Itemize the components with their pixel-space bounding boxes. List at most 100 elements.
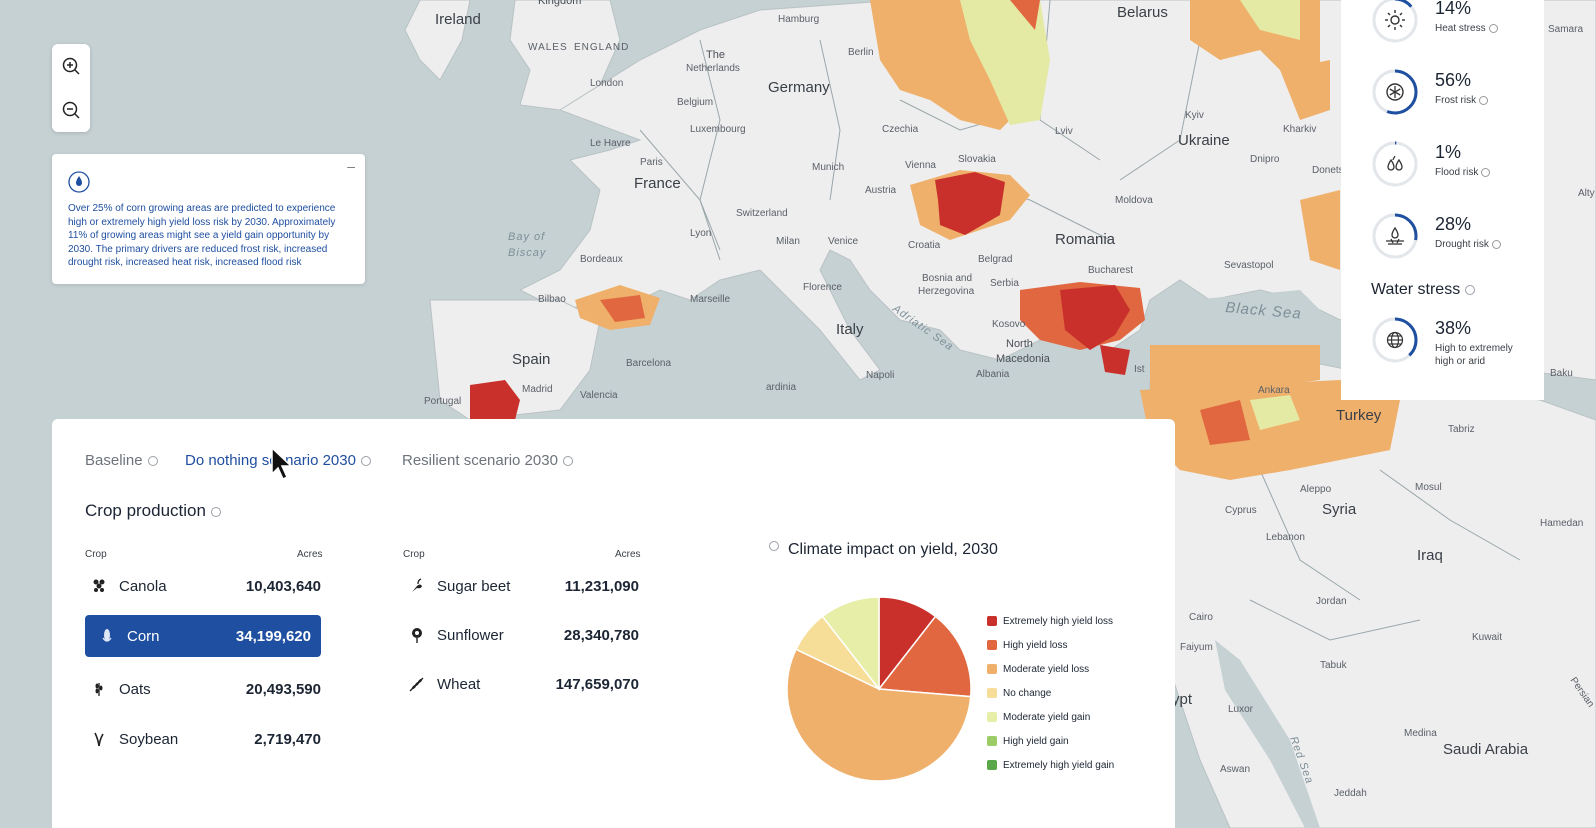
minimize-button[interactable]: – [347,158,355,174]
svg-text:ardinia: ardinia [766,382,796,393]
svg-text:Netherlands: Netherlands [686,63,740,74]
legend-label: Moderate yield loss [1003,663,1090,675]
crop-row-wheat[interactable]: Wheat 147,659,070 [403,663,639,705]
yield-impact-pie-chart [786,596,972,782]
svg-text:Bosnia and: Bosnia and [922,273,972,284]
water-drop-icon [68,171,90,198]
svg-text:Lyon: Lyon [690,228,711,239]
crop-row-oats[interactable]: Oats 20,493,590 [85,668,321,710]
svg-text:Belarus: Belarus [1117,4,1168,21]
pie-slice-moderate-yield-loss[interactable] [786,648,972,782]
svg-text:Berlin: Berlin [848,47,874,58]
help-icon[interactable] [210,506,221,517]
svg-text:Hamedan: Hamedan [1540,518,1583,529]
tab-baseline[interactable]: Baseline [85,452,158,469]
svg-text:Belgrad: Belgrad [978,254,1012,265]
help-icon[interactable] [769,541,779,551]
pie-slice-high-yield-loss[interactable] [877,615,972,698]
risk-heat-stress: 14% Heat stress [1371,0,1541,46]
help-icon[interactable] [562,456,573,467]
help-icon[interactable] [1491,239,1501,249]
help-icon[interactable] [1488,23,1498,33]
svg-text:Valencia: Valencia [580,390,618,401]
svg-text:Milan: Milan [776,236,800,247]
svg-text:Syria: Syria [1322,501,1357,518]
legend-label: No change [1003,687,1052,699]
legend-swatch [987,736,997,746]
svg-text:Cyprus: Cyprus [1225,505,1257,516]
svg-text:Kingdom: Kingdom [538,0,581,7]
svg-text:Bilbao: Bilbao [538,294,566,305]
svg-text:Florence: Florence [803,282,842,293]
legend-label: Moderate yield gain [1003,711,1091,723]
svg-text:Bay of: Bay of [508,231,545,243]
tab-do-nothing-2030[interactable]: Do nothing scenario 2030 [185,452,371,469]
svg-text:Aleppo: Aleppo [1300,484,1332,495]
svg-text:Faiyum: Faiyum [1180,642,1213,653]
svg-text:Kharkiv: Kharkiv [1283,124,1316,135]
legend-swatch [987,616,997,626]
svg-text:Czechia: Czechia [882,124,919,135]
oats-icon [85,681,113,697]
help-icon[interactable] [1481,167,1491,177]
crop-acres: 147,659,070 [555,675,639,693]
svg-text:Le Havre: Le Havre [590,138,631,149]
legend-label: High yield loss [1003,639,1068,651]
help-icon[interactable] [1465,284,1476,295]
crop-row-sunflower[interactable]: Sunflower 28,340,780 [403,614,639,656]
svg-text:Hamburg: Hamburg [778,14,819,25]
legend-swatch [987,712,997,722]
svg-text:Luxor: Luxor [1228,704,1254,715]
svg-text:Lebanon: Lebanon [1266,532,1305,543]
tab-resilient-2030[interactable]: Resilient scenario 2030 [402,452,573,469]
legend-swatch [987,760,997,770]
help-icon[interactable] [1479,95,1489,105]
insight-card: – Over 25% of corn growing areas are pre… [52,154,365,284]
svg-text:Jeddah: Jeddah [1334,788,1367,799]
svg-text:Sevastopol: Sevastopol [1224,260,1273,271]
legend-item: High yield gain [987,729,1114,753]
legend-label: High yield gain [1003,735,1069,747]
help-icon[interactable] [147,456,158,467]
help-icon[interactable] [360,456,371,467]
svg-text:ypt: ypt [1172,691,1193,708]
canola-icon [85,578,113,594]
risk-panel: 14% Heat stress 56% Frost risk 1% Flood … [1341,0,1544,400]
pie-slice-moderate-yield-gain[interactable] [821,596,880,692]
svg-text:Bucharest: Bucharest [1088,265,1133,276]
crop-row-canola[interactable]: Canola 10,403,640 [85,565,321,607]
legend-label: Extremely high yield loss [1003,615,1114,627]
zoom-in-button[interactable] [52,44,90,88]
crop-acres: 11,231,090 [564,577,639,595]
crop-row-corn[interactable]: Corn 34,199,620 [85,615,321,657]
svg-text:Italy: Italy [836,321,864,338]
svg-text:Black Sea: Black Sea [1225,299,1303,323]
wheat-icon [403,676,431,692]
svg-text:Romania: Romania [1055,231,1116,248]
svg-text:Munich: Munich [812,162,844,173]
crop-row-soybean[interactable]: Soybean 2,719,470 [85,718,321,760]
column-crop: Crop [85,549,107,560]
svg-text:Serbia: Serbia [990,278,1019,289]
svg-text:Medina: Medina [1404,728,1437,739]
svg-text:Jordan: Jordan [1316,596,1347,607]
zoom-out-button[interactable] [52,88,90,132]
crop-production-title: Crop production [85,501,206,520]
crop-row-sugar-beet[interactable]: Sugar beet 11,231,090 [403,565,639,607]
flood-icon [1387,155,1403,171]
svg-text:Saudi Arabia: Saudi Arabia [1443,741,1529,758]
svg-text:Ankara: Ankara [1258,385,1290,396]
tab-resilient-label: Resilient scenario 2030 [402,452,558,469]
frost-risk-value: 56% [1435,70,1472,90]
flood-risk-value: 1% [1435,142,1462,162]
risk-water-stress: 38% High to extremely high or arid [1371,316,1541,367]
tab-baseline-label: Baseline [85,452,143,469]
svg-text:Madrid: Madrid [522,384,553,395]
svg-text:Lviv: Lviv [1055,126,1073,137]
svg-text:Albania: Albania [976,369,1010,380]
crop-name: Canola [119,577,167,595]
svg-text:Paris: Paris [640,157,663,168]
svg-text:Bordeaux: Bordeaux [580,254,623,265]
risk-flood: 1% Flood risk [1371,140,1541,190]
crop-acres: 10,403,640 [245,577,321,595]
